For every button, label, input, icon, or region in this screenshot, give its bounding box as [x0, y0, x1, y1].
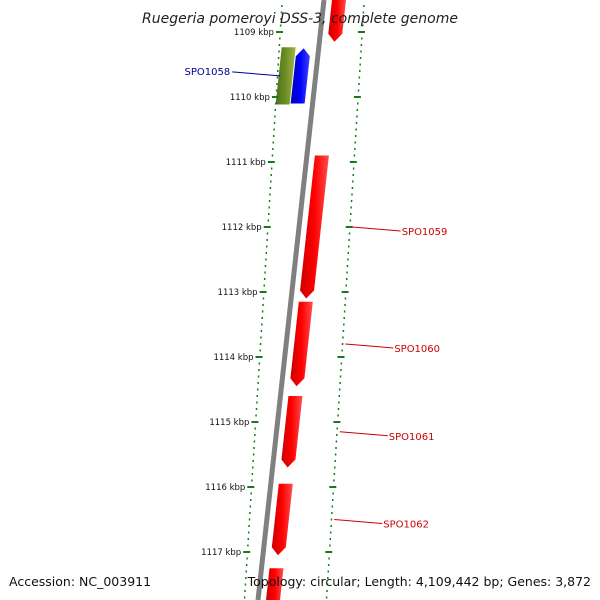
gene-layer [266, 0, 346, 600]
genome-backbone [255, 0, 327, 600]
scale-label: 1109 kbp [234, 28, 274, 38]
scale-label: 1111 kbp [226, 158, 266, 168]
selected-gene-highlight [275, 47, 296, 105]
scale-label: 1116 kbp [205, 483, 245, 493]
gene-label[interactable]: SPO1059 [402, 227, 448, 238]
gene-label[interactable]: SPO1058 [185, 67, 231, 78]
gene-label[interactable]: SPO1060 [394, 344, 440, 355]
gene-label[interactable]: SPO1061 [389, 432, 435, 443]
genome-summary: Topology: circular; Length: 4,109,442 bp… [247, 574, 591, 589]
scale-label: 1115 kbp [209, 418, 249, 428]
scale-label: 1117 kbp [201, 548, 241, 558]
gene-spo1061[interactable] [281, 396, 303, 468]
scale-label: 1114 kbp [213, 353, 253, 363]
accession-label: Accession: NC_003911 [9, 574, 151, 589]
gene-partial[interactable] [266, 568, 284, 600]
label-leader [232, 71, 281, 77]
label-leader [334, 519, 383, 524]
scale-label: 1113 kbp [218, 288, 258, 298]
label-leader [352, 226, 401, 232]
gene-spo1060[interactable] [290, 301, 313, 387]
gene-partial[interactable] [328, 0, 346, 42]
gene-spo1062[interactable] [271, 483, 293, 556]
map-title: Ruegeria pomeroyi DSS-3, complete genome [142, 11, 458, 27]
gene-label[interactable]: SPO1062 [383, 520, 429, 531]
scale-ticks: 1109 kbp 1110 kbp 1111 kbp 1112 kbp 1113 kbp… [201, 5, 365, 599]
gene-spo1059[interactable] [300, 155, 329, 299]
scale-label: 1112 kbp [222, 223, 262, 233]
gene-spo1058[interactable] [290, 48, 310, 104]
scale-label: 1110 kbp [230, 93, 270, 103]
gene-labels: SPO1058 SPO1059 SPO1060 SPO1061 SPO1062 [185, 67, 448, 531]
label-leader [339, 431, 388, 437]
label-leader [345, 343, 394, 349]
